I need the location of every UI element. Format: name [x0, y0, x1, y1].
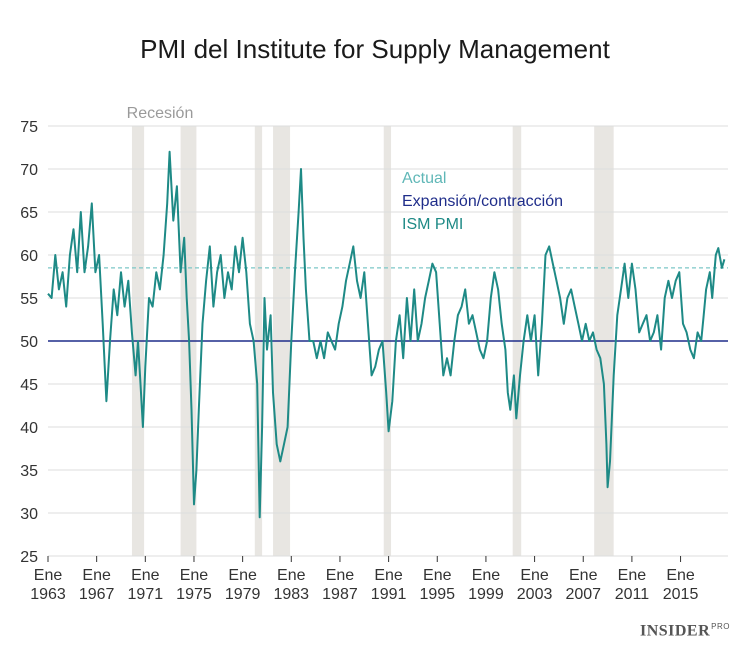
x-tick-label-month-1983: Ene [277, 567, 306, 584]
x-tick-label-year-1987: 1987 [322, 586, 358, 603]
legend: Actual Expansión/contracción ISM PMI [402, 170, 563, 233]
x-tick-label-month-1987: Ene [326, 567, 355, 584]
y-tick-label-55: 55 [20, 291, 38, 308]
brand-suffix: PRO [711, 621, 730, 631]
x-tick-label-year-2011: 2011 [615, 586, 650, 603]
x-tick-label-year-1995: 1995 [419, 586, 455, 603]
x-tick-label-year-2015: 2015 [663, 586, 699, 603]
x-tick-label-year-1979: 1979 [225, 586, 261, 603]
x-axis: Ene 1963 Ene 1967 Ene 1971 Ene 1975 Ene 1979 Ene 19… [30, 556, 698, 603]
y-tick-label-50: 50 [20, 334, 38, 351]
x-tick-label-year-1999: 1999 [468, 586, 504, 603]
y-tick-label-65: 65 [20, 205, 38, 222]
legend-actual: Actual [402, 170, 446, 187]
y-tick-label-25: 25 [20, 549, 38, 566]
x-tick-label-month-2015: Ene [666, 567, 695, 584]
x-tick-label-year-1971: 1971 [128, 586, 164, 603]
y-axis: 25 30 35 40 45 50 55 60 65 70 75 [20, 119, 38, 566]
series-layer [47, 150, 726, 519]
legend-pmi: ISM PMI [402, 216, 463, 233]
x-tick-label-month-1967: Ene [82, 567, 111, 584]
x-tick-label-month-2003: Ene [520, 567, 549, 584]
x-tick-label-year-1983: 1983 [273, 586, 309, 603]
legend-expansion: Expansión/contracción [402, 193, 563, 210]
y-tick-label-35: 35 [20, 463, 38, 480]
chart-title: PMI del Institute for Supply Management [140, 34, 610, 64]
x-tick-label-month-1971: Ene [131, 567, 160, 584]
brand-logo: INSIDERPRO [640, 622, 730, 640]
x-tick-label-month-2011: Ene [618, 567, 647, 584]
series-line-ism-pmi [47, 150, 726, 519]
y-tick-label-30: 30 [20, 506, 38, 523]
x-tick-label-month-1963: Ene [34, 567, 63, 584]
y-tick-label-40: 40 [20, 420, 38, 437]
x-tick-label-month-1979: Ene [228, 567, 257, 584]
x-tick-label-month-2007: Ene [569, 567, 598, 584]
x-tick-label-year-1991: 1991 [371, 586, 407, 603]
brand-name: INSIDER [639, 622, 711, 639]
x-tick-label-month-1991: Ene [374, 567, 403, 584]
y-tick-label-60: 60 [20, 248, 38, 265]
recession-label: Recesión [127, 105, 194, 122]
x-tick-label-month-1975: Ene [180, 567, 209, 584]
y-tick-label-75: 75 [20, 119, 38, 136]
x-tick-label-year-1975: 1975 [176, 586, 212, 603]
x-tick-label-month-1995: Ene [423, 567, 452, 584]
y-tick-label-45: 45 [20, 377, 38, 394]
x-tick-label-month-1999: Ene [472, 567, 501, 584]
y-tick-label-70: 70 [20, 162, 38, 179]
x-tick-label-year-2007: 2007 [565, 586, 601, 603]
x-tick-label-year-1963: 1963 [30, 586, 66, 603]
x-tick-label-year-1967: 1967 [79, 586, 115, 603]
x-tick-label-year-2003: 2003 [517, 586, 553, 603]
